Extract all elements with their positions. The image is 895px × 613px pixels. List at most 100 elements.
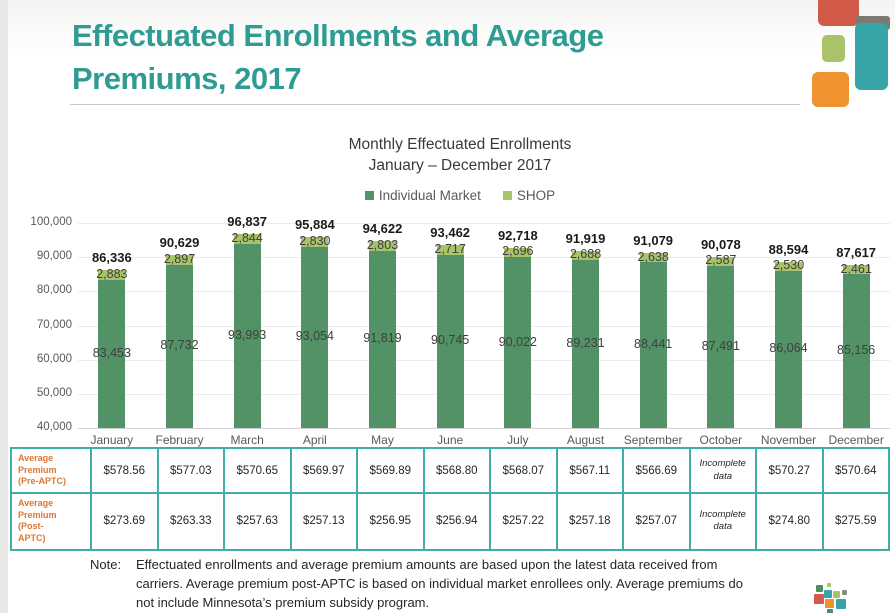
- decorative-square-green-icon: [822, 35, 845, 62]
- shop-value-label-March: 2,844: [231, 230, 263, 245]
- bar-individual-December: [842, 273, 870, 428]
- y-axis-label: 80,000: [36, 284, 72, 297]
- page-title: Effectuated Enrollments and Average Prem…: [72, 18, 604, 97]
- individual-value-label-November: 86,064: [769, 341, 808, 356]
- individual-value-label-April: 93,054: [295, 329, 334, 344]
- table-cell-June: $256.94: [423, 493, 490, 550]
- total-label-April: 95,884: [294, 217, 335, 233]
- chart-title-block: Monthly Effectuated Enrollments January …: [110, 135, 810, 177]
- chart-legend: Individual Market SHOP: [110, 188, 810, 203]
- legend-item-individual-market: Individual Market: [364, 188, 481, 203]
- legend-label: Individual Market: [378, 188, 481, 203]
- shop-value-label-May: 2,803: [366, 238, 399, 253]
- x-axis-label-June: June: [437, 433, 464, 447]
- table-row-header: Average Premium (Pre-APTC): [11, 448, 91, 494]
- gridline-100000: [78, 223, 890, 224]
- gridline-40000: [78, 428, 890, 429]
- y-axis-label: 90,000: [36, 250, 72, 263]
- y-axis-label: 60,000: [36, 352, 72, 365]
- shop-value-label-July: 2,696: [502, 244, 534, 259]
- individual-value-label-July: 90,022: [498, 334, 537, 349]
- individual-value-label-January: 83,453: [92, 345, 131, 360]
- legend-swatch-icon: [364, 191, 374, 200]
- bar-individual-June: [436, 254, 464, 428]
- y-axis-label: 40,000: [36, 421, 72, 433]
- table-cell-April: $569.97: [290, 448, 357, 494]
- table-cell-February: $577.03: [157, 448, 224, 494]
- table-cell-May: $569.89: [357, 448, 424, 494]
- gridline-80000: [78, 291, 890, 293]
- bar-individual-February: [166, 264, 193, 428]
- average-premium-table: Average Premium (Pre-APTC) $578.56 $577.03…: [10, 447, 890, 551]
- total-label-March: 96,837: [227, 213, 268, 229]
- x-axis-label-May: May: [371, 433, 394, 447]
- logo-pixel-icon: [814, 594, 824, 604]
- bar-shop-September: [639, 253, 667, 263]
- shop-value-label-February: 2,897: [163, 251, 196, 266]
- bar-individual-September: [639, 262, 667, 428]
- x-axis-label-October: October: [699, 433, 743, 447]
- total-label-January: 86,336: [91, 249, 132, 265]
- title-divider: [70, 104, 800, 105]
- chart-title: Monthly Effectuated Enrollments: [348, 136, 572, 153]
- table-cell-November: $274.80: [756, 493, 823, 550]
- shop-value-label-April: 2,830: [299, 233, 331, 248]
- y-axis-label: 70,000: [36, 318, 72, 331]
- x-axis-label-January: January: [90, 433, 134, 447]
- table-cell-July: $257.22: [490, 493, 557, 550]
- footnote: Note: Effectuated enrollments and averag…: [90, 556, 758, 613]
- bar-shop-July: [504, 247, 532, 258]
- bar-individual-August: [572, 259, 599, 428]
- bar-individual-January: [98, 279, 126, 428]
- bar-individual-March: [233, 243, 261, 428]
- footnote-text: Effectuated enrollments and average prem…: [136, 557, 743, 610]
- individual-value-label-February: 87,732: [160, 338, 199, 353]
- total-label-September: 91,079: [633, 233, 674, 249]
- logo-pixel-icon: [816, 585, 823, 592]
- logo-pixel-icon: [825, 599, 834, 608]
- table-cell-October: Incomplete data: [689, 448, 756, 494]
- shop-value-label-January: 2,883: [96, 266, 128, 281]
- total-label-July: 92,718: [497, 227, 538, 243]
- bar-individual-October: [707, 265, 735, 428]
- footnote-label: Note:: [90, 557, 122, 572]
- slide-left-edge: [0, 0, 8, 613]
- bar-shop-March: [233, 233, 261, 244]
- logo-pixel-icon: [842, 590, 847, 595]
- bar-shop-June: [436, 245, 464, 255]
- table-cell-August: $257.18: [556, 493, 623, 550]
- gridline-70000: [78, 325, 890, 327]
- individual-value-label-September: 88,441: [634, 337, 673, 352]
- shop-value-label-June: 2,717: [434, 241, 466, 256]
- logo-pixel-icon: [836, 599, 846, 609]
- bar-individual-May: [369, 250, 396, 428]
- y-axis-label: 50,000: [36, 386, 72, 399]
- bar-shop-November: [775, 261, 802, 271]
- individual-value-label-March: 93,993: [228, 327, 267, 342]
- bar-shop-January: [98, 269, 126, 280]
- total-label-February: 90,629: [159, 235, 200, 251]
- gridline-60000: [78, 359, 890, 361]
- shop-value-label-October: 2,587: [705, 253, 737, 268]
- bar-shop-October: [707, 256, 735, 266]
- table-cell-February: $263.33: [157, 493, 224, 550]
- table-cell-April: $257.13: [290, 493, 357, 550]
- table-cell-March: $257.63: [224, 493, 291, 550]
- x-axis-label-September: September: [623, 433, 683, 447]
- bar-shop-February: [166, 255, 193, 265]
- shop-value-label-December: 2,461: [840, 261, 872, 276]
- legend-label: SHOP: [516, 188, 556, 203]
- legend-swatch-icon: [502, 191, 512, 200]
- logo-pixel-icon: [833, 591, 840, 598]
- table-cell-December: $570.64: [822, 448, 889, 494]
- total-label-October: 90,078: [700, 236, 741, 252]
- x-axis-label-February: February: [155, 433, 204, 447]
- x-axis-label-August: August: [566, 433, 605, 447]
- x-axis-label-March: March: [230, 433, 264, 447]
- bar-shop-May: [369, 241, 396, 251]
- y-axis-label: 100,000: [30, 216, 72, 228]
- x-axis-label-July: July: [507, 433, 529, 447]
- bar-shop-December: [842, 265, 870, 274]
- table-cell-January: $578.56: [91, 448, 158, 494]
- decorative-square-teal-icon: [855, 23, 888, 90]
